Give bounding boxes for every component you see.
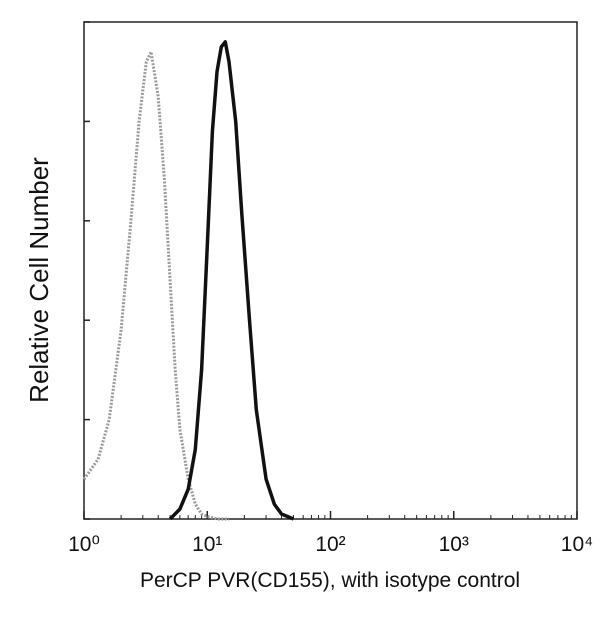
y-axis-label: Relative Cell Number (24, 157, 54, 403)
histogram-line (82, 50, 229, 521)
histogram-line (168, 40, 295, 521)
x-tick-label: 10⁰ (68, 533, 100, 556)
x-tick-label: 10² (315, 533, 345, 556)
plot-frame (83, 21, 578, 520)
x-tick-label: 10³ (439, 533, 469, 556)
x-axis-label: PerCP PVR(CD155), with isotype control (140, 569, 520, 592)
x-tick-label: 10¹ (192, 533, 222, 556)
x-tick-label: 10⁴ (561, 533, 593, 556)
